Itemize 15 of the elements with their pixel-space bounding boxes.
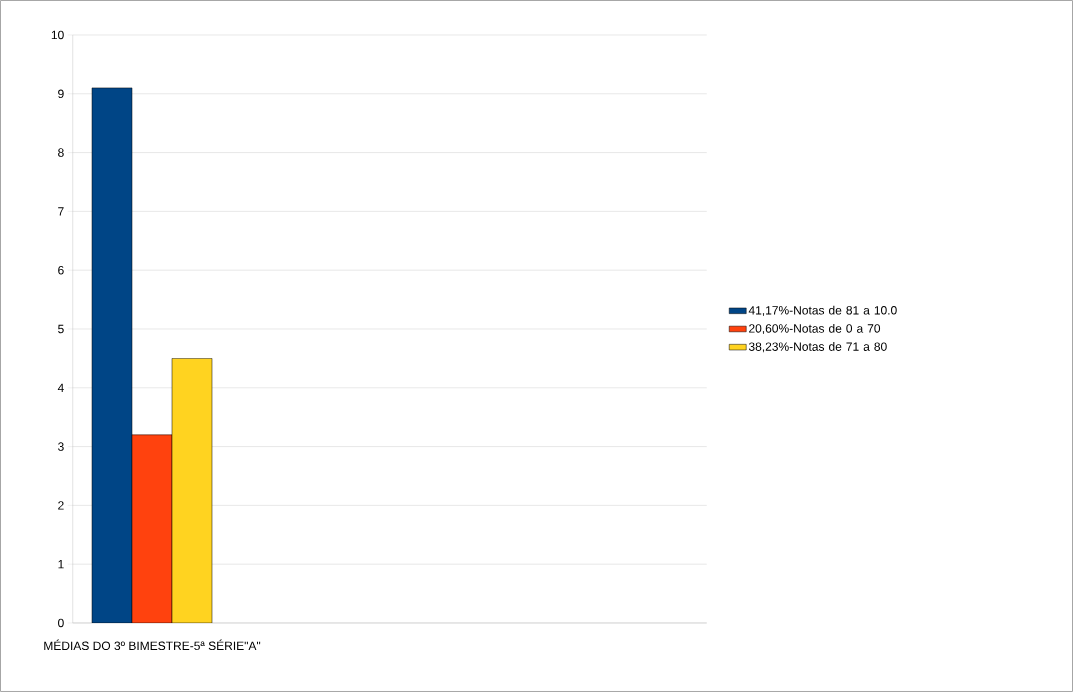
y-tick-label: 2 (58, 501, 64, 510)
y-tick-label: 9 (58, 89, 64, 99)
y-tick-label: 7 (58, 207, 64, 216)
y-tick-label: 10 (51, 30, 64, 40)
y-tick-label: 3 (58, 442, 64, 451)
legend-label: 38,23%-Notas de 71 a 80 (748, 342, 887, 353)
x-tick-label: MÉDIAS DO 3º BIMESTRE-5ª SÉRIE"A" (44, 639, 261, 651)
legend-label: 41,17%-Notas de 81 a 10.0 (748, 305, 897, 316)
y-tick-label: 0 (58, 618, 64, 628)
legend-label: 20,60%-Notas de 0 a 70 (749, 323, 881, 335)
y-tick-label: 4 (57, 383, 64, 392)
y-tick-label: 6 (58, 265, 64, 275)
y-tick-label: 5 (58, 324, 64, 334)
y-tick-label: 8 (58, 148, 64, 157)
y-tick-label: 1 (58, 560, 64, 569)
